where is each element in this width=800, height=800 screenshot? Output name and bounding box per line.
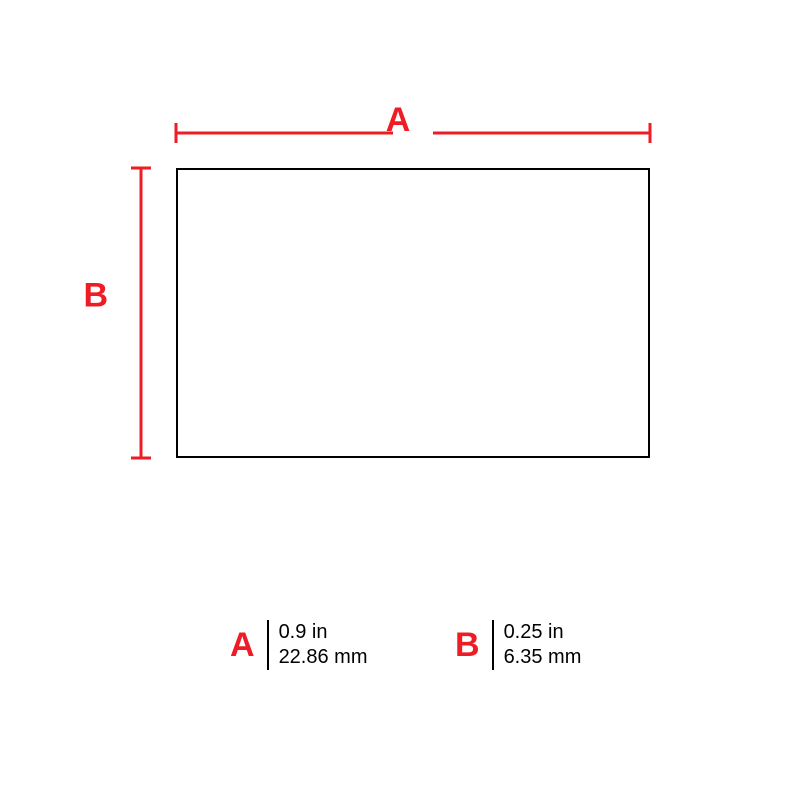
dimension-label-a: A [386,101,411,140]
legend-letter-a: A [230,626,255,665]
legend-a-mm: 22.86 mm [279,645,368,670]
legend-b-inches: 0.25 in [504,620,582,645]
legend-letter-b: B [455,626,480,665]
legend-a: A 0.9 in 22.86 mm [230,620,368,670]
legend-b: B 0.25 in 6.35 mm [455,620,581,670]
legend-values-b: 0.25 in 6.35 mm [492,620,582,670]
legend-a-inches: 0.9 in [279,620,368,645]
dimension-line-b [129,166,153,460]
label-rectangle [176,168,650,458]
dimension-label-b: B [84,277,109,316]
dimension-line-a [174,121,652,145]
legend-values-a: 0.9 in 22.86 mm [267,620,368,670]
legend-b-mm: 6.35 mm [504,645,582,670]
diagram-canvas: A B A 0.9 in 22.86 mm B 0.25 in 6.35 mm [0,0,800,800]
